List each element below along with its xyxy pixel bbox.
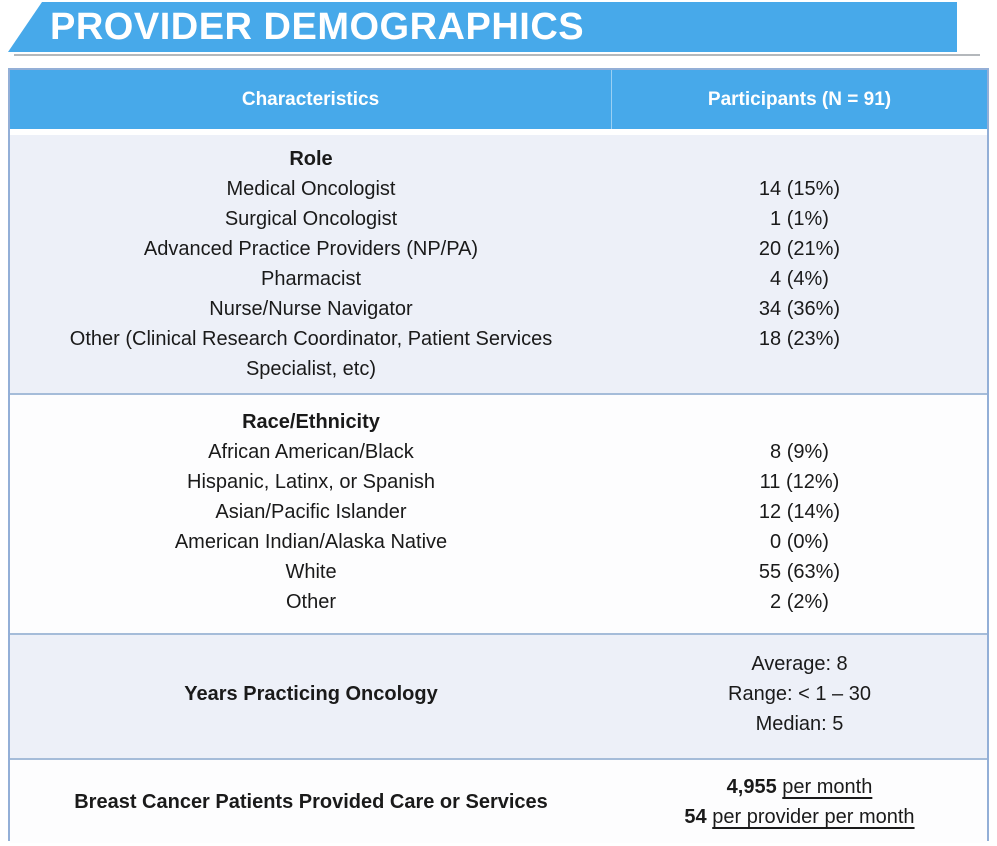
table-row: Surgical Oncologist 1 (1%) [10,204,987,234]
table-row: African American/Black 8 (9%) [10,437,987,467]
row-value: 55 (63%) [758,561,841,583]
row-label: White [285,561,337,583]
patients-per-provider: 54 per provider per month [612,802,987,832]
slide-title-banner: PROVIDER DEMOGRAPHICS [8,2,957,52]
table-row: Other (Clinical Research Coordinator, Pa… [10,324,987,384]
section-patients-served: Breast Cancer Patients Provided Care or … [10,758,987,843]
col-header-participants: Participants (N = 91) [707,88,892,110]
col-header-characteristics: Characteristics [10,70,612,129]
table-row: Other 2 (2%) [10,587,987,617]
years-label: Years Practicing Oncology [184,683,438,705]
table-row: Nurse/Nurse Navigator 34 (36%) [10,294,987,324]
years-range: Range: < 1 – 30 [728,683,871,705]
row-value: 11 (12%) [759,471,840,493]
section-title-row: Role [10,144,987,174]
row-label: Asian/Pacific Islander [215,501,407,523]
row-value-empty [612,144,987,174]
patients-label: Breast Cancer Patients Provided Care or … [74,791,548,813]
row-value: 1 (1%) [770,208,829,230]
patients-per-month-number: 4,955 [726,776,777,798]
patients-per-month-unit: per month [782,776,873,798]
page-title: PROVIDER DEMOGRAPHICS [50,6,585,48]
patients-per-month: 4,955 per month [612,772,987,802]
banner-underline-rule [14,54,980,56]
row-value: 4 (4%) [770,268,829,290]
section-role: Role Medical Oncologist 14 (15%) Surgica… [10,135,987,393]
table-row: American Indian/Alaska Native 0 (0%) [10,527,987,557]
row-label: Other [285,591,337,613]
table-row: White 55 (63%) [10,557,987,587]
row-value: 2 (2%) [770,591,829,613]
years-stats: Average: 8 Range: < 1 – 30 Median: 5 [612,649,987,739]
row-label: Advanced Practice Providers (NP/PA) [143,238,479,260]
section-title-role: Role [289,148,333,170]
table-row: Medical Oncologist 14 (15%) [10,174,987,204]
row-label: Surgical Oncologist [224,208,398,230]
row-label: African American/Black [208,441,414,463]
section-title-race: Race/Ethnicity [242,411,380,433]
section-years-practicing: Years Practicing Oncology Average: 8 Ran… [10,633,987,758]
demographics-table: Characteristics Participants (N = 91) Ro… [8,68,989,843]
row-label: American Indian/Alaska Native [174,531,448,553]
patients-stats: 4,955 per month 54 per provider per mont… [612,772,987,832]
row-label: Other (Clinical Research Coordinator, Pa… [10,324,612,384]
row-value: 0 (0%) [770,531,829,553]
table-row: Asian/Pacific Islander 12 (14%) [10,497,987,527]
patients-per-provider-unit: per provider per month [712,806,915,828]
patients-per-provider-number: 54 [684,806,707,828]
row-value-empty [612,407,987,437]
table-header-row: Characteristics Participants (N = 91) [10,70,987,129]
row-value: 18 (23%) [758,328,841,350]
row-label: Hispanic, Latinx, or Spanish [187,471,435,493]
table-row: Pharmacist 4 (4%) [10,264,987,294]
row-value: 14 (15%) [758,178,841,200]
table-row: Hispanic, Latinx, or Spanish 11 (12%) [10,467,987,497]
section-title-row: Race/Ethnicity [10,407,987,437]
row-value: 12 (14%) [758,501,841,523]
years-median: Median: 5 [755,713,844,735]
section-race-ethnicity: Race/Ethnicity African American/Black 8 … [10,393,987,633]
years-average: Average: 8 [751,653,848,675]
row-value: 8 (9%) [770,441,829,463]
row-label: Pharmacist [260,268,362,290]
header-gap [10,129,987,135]
row-label-text: Other (Clinical Research Coordinator, Pa… [69,328,553,380]
row-value: 34 (36%) [758,298,841,320]
row-value: 20 (21%) [758,238,841,260]
row-label: Medical Oncologist [226,178,396,200]
table-row: Advanced Practice Providers (NP/PA) 20 (… [10,234,987,264]
row-label: Nurse/Nurse Navigator [209,298,413,320]
